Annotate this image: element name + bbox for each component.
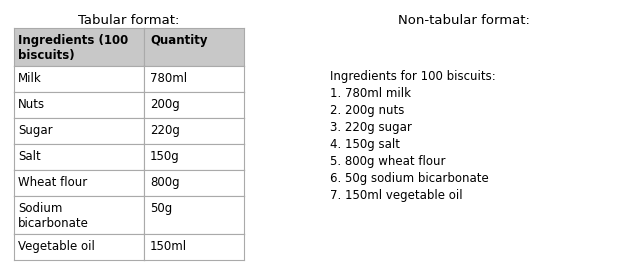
Text: Vegetable oil: Vegetable oil	[18, 240, 95, 253]
Text: 5. 800g wheat flour: 5. 800g wheat flour	[330, 155, 446, 168]
Text: 4. 150g salt: 4. 150g salt	[330, 138, 400, 151]
Text: Sodium
bicarbonate: Sodium bicarbonate	[18, 202, 89, 230]
Text: 220g: 220g	[150, 124, 180, 137]
Text: 150ml: 150ml	[150, 240, 187, 253]
Text: Quantity: Quantity	[150, 34, 207, 47]
Text: Salt: Salt	[18, 150, 41, 163]
Text: 3. 220g sugar: 3. 220g sugar	[330, 121, 412, 134]
Text: Wheat flour: Wheat flour	[18, 176, 87, 189]
Text: 150g: 150g	[150, 150, 180, 163]
Text: Non-tabular format:: Non-tabular format:	[398, 14, 530, 27]
Text: 200g: 200g	[150, 98, 180, 111]
Text: 1. 780ml milk: 1. 780ml milk	[330, 87, 411, 100]
Text: 2. 200g nuts: 2. 200g nuts	[330, 104, 404, 117]
Text: 800g: 800g	[150, 176, 180, 189]
Text: Ingredients (100
biscuits): Ingredients (100 biscuits)	[18, 34, 128, 62]
Text: Ingredients for 100 biscuits:: Ingredients for 100 biscuits:	[330, 70, 496, 83]
Text: 780ml: 780ml	[150, 72, 187, 85]
Text: 50g: 50g	[150, 202, 172, 215]
Text: Nuts: Nuts	[18, 98, 45, 111]
Text: Sugar: Sugar	[18, 124, 53, 137]
Text: 6. 50g sodium bicarbonate: 6. 50g sodium bicarbonate	[330, 172, 489, 185]
Text: Tabular format:: Tabular format:	[79, 14, 180, 27]
Text: 7. 150ml vegetable oil: 7. 150ml vegetable oil	[330, 189, 462, 202]
Text: Milk: Milk	[18, 72, 41, 85]
